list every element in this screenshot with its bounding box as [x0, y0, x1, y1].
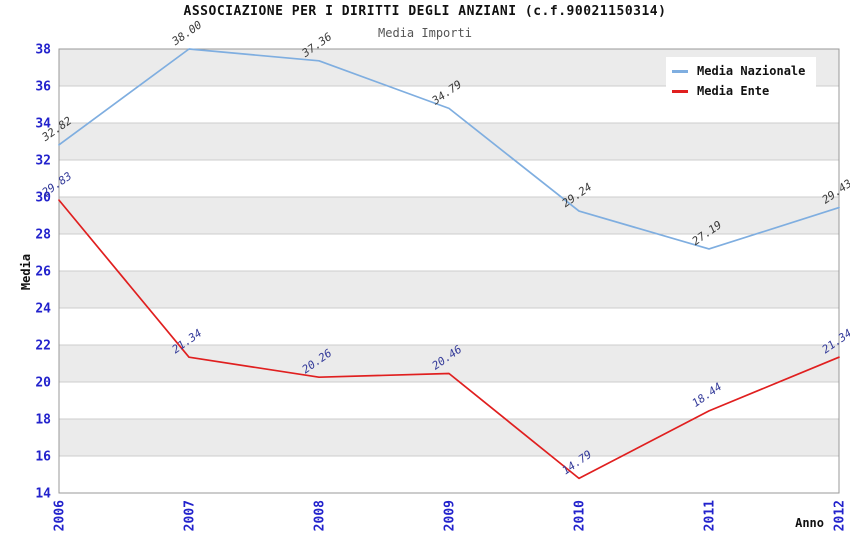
x-tick-label: 2012: [833, 500, 848, 531]
plot-band: [59, 419, 839, 456]
x-tick-label: 2010: [573, 500, 588, 531]
plot-band: [59, 234, 839, 271]
chart-title: ASSOCIAZIONE PER I DIRITTI DEGLI ANZIANI…: [183, 4, 667, 19]
y-tick-label: 34: [35, 117, 51, 132]
y-tick-label: 24: [35, 302, 51, 317]
plot-band: [59, 197, 839, 234]
y-tick-label: 14: [35, 487, 51, 502]
legend-swatch-media-ente-icon: [672, 89, 688, 93]
y-tick-label: 18: [35, 413, 51, 428]
data-point-label: 38.00: [169, 18, 205, 48]
y-tick-label: 20: [35, 376, 51, 391]
x-tick-label: 2007: [183, 500, 198, 531]
x-tick-label: 2006: [53, 500, 68, 531]
x-tick-label: 2008: [313, 500, 328, 531]
series-line-1: [58, 199, 840, 480]
legend-label-media-nazionale: Media Nazionale: [697, 64, 806, 78]
plot-band: [59, 308, 839, 345]
y-tick-label: 22: [35, 339, 51, 354]
chart-subtitle: Media Importi: [378, 26, 472, 40]
x-tick-label: 2011: [703, 500, 718, 531]
y-axis-title: Media: [19, 253, 33, 291]
legend-item-media-ente: Media Ente: [672, 81, 810, 101]
series-line-0: [58, 48, 840, 250]
plot-band: [59, 123, 839, 160]
legend: Media Nazionale Media Ente: [666, 57, 816, 105]
legend-item-media-nazionale: Media Nazionale: [672, 61, 810, 81]
x-tick-label: 2009: [443, 500, 458, 531]
y-tick-label: 32: [35, 154, 51, 169]
plot-band: [59, 382, 839, 419]
y-tick-label: 16: [35, 450, 51, 465]
y-tick-label: 36: [35, 80, 51, 95]
y-tick-label: 30: [35, 191, 51, 206]
y-tick-label: 38: [35, 43, 51, 58]
y-tick-label: 26: [35, 265, 51, 280]
y-tick-label: 28: [35, 228, 51, 243]
plot-border: [58, 48, 840, 494]
plot-band: [59, 160, 839, 197]
plot-band: [59, 271, 839, 308]
legend-label-media-ente: Media Ente: [697, 84, 770, 98]
x-axis-title: Anno: [795, 516, 824, 530]
plot-band: [59, 345, 839, 382]
legend-swatch-media-nazionale-icon: [672, 69, 688, 73]
plot-band: [59, 456, 839, 493]
